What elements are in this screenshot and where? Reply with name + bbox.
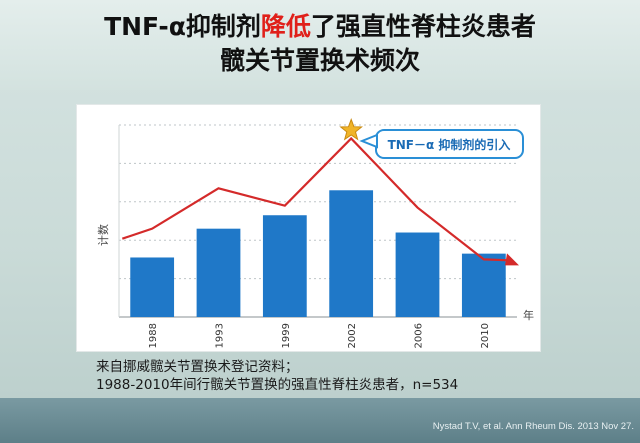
bar-2010 [461,253,506,317]
x-axis-label: 年 [523,308,534,322]
x-tick-2010: 2010 [480,323,491,348]
slide-title: TNF-α抑制剂降低了强直性脊柱炎患者 髋关节置换术频次 [0,10,640,78]
chart-grid [118,124,517,318]
source-note: 来自挪威髋关节置换术登记资料； 1988-2010年间行髋关节置换的强直性脊柱炎… [96,358,458,394]
chart-card: 1988 1993 1999 2002 2006 2010 TNF－α 抑制剂的引入 计数… [76,104,541,352]
x-tick-2006: 2006 [414,323,425,348]
title-highlight: 降低 [260,12,311,41]
x-tick-labels: 1988 1993 1999 2002 2006 2010 [148,323,491,348]
trend-line [121,136,512,262]
title-line-2: 髋关节置换术频次 [219,46,420,75]
footer-band [0,398,640,443]
title-band [0,0,640,90]
x-tick-2002: 2002 [347,323,358,348]
bar-2002 [329,190,374,317]
x-tick-1999: 1999 [281,323,292,348]
title-part-1: TNF-α抑制剂 [104,12,261,41]
star-icon [339,117,363,141]
callout-label: TNF－α 抑制剂的引入 [388,137,511,152]
bar-1988 [130,257,175,317]
bar-1999 [262,215,307,317]
chart-bars [130,190,506,317]
title-part-2: 了强直性脊柱炎患者 [310,12,536,41]
bar-1993 [196,228,241,317]
title-line-1: TNF-α抑制剂降低了强直性脊柱炎患者 [0,10,640,44]
source-line-2: 1988-2010年间行髋关节置换的强直性脊柱炎患者，n=534 [96,377,459,393]
bar-chart: 1988 1993 1999 2002 2006 2010 TNF－α 抑制剂的引入 计数… [97,117,534,348]
trend-arrowhead [505,253,519,266]
y-axis-label: 计数 [97,224,110,246]
bar-2006 [395,232,440,317]
citation: Nystad T.V, et al. Ann Rheum Dis. 2013 N… [432,421,634,432]
source-line-1: 来自挪威髋关节置换术登记资料； [96,359,299,375]
x-tick-1993: 1993 [215,323,226,348]
callout-box: TNF－α 抑制剂的引入 [359,129,524,159]
x-tick-1988: 1988 [148,323,159,348]
callout-tail [359,133,378,149]
